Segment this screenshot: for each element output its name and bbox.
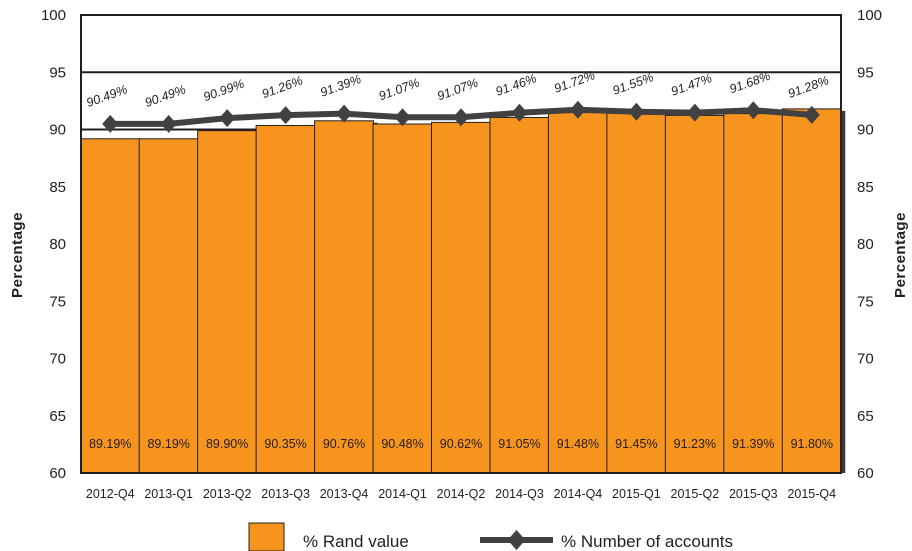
line-value-label: 91.39%: [318, 72, 363, 100]
x-tick-label: 2015-Q1: [612, 487, 661, 501]
bar-value-label: 91.80%: [791, 437, 833, 451]
line-marker: [686, 103, 703, 122]
x-tick-label: 2013-Q3: [261, 487, 310, 501]
bar: [489, 116, 550, 474]
line-value-label: 91.46%: [494, 71, 539, 99]
bar-value-label: 89.90%: [206, 437, 248, 451]
line-marker: [394, 108, 411, 127]
bar: [664, 114, 725, 474]
line-marker: [160, 114, 177, 133]
line-value-label: 90.99%: [201, 77, 246, 105]
line-value-label: 91.26%: [260, 73, 305, 101]
legend-label-number-of-accounts: % Number of accounts: [561, 532, 733, 551]
line-marker: [453, 108, 469, 127]
bar-value-label: 91.05%: [498, 437, 540, 451]
line-marker: [511, 103, 528, 122]
bar: [431, 121, 491, 474]
accounts-line: [102, 100, 820, 133]
line-value-label: 90.49%: [143, 82, 188, 110]
left-y-tick-label: 90: [49, 122, 66, 139]
bar: [197, 130, 258, 474]
bar-value-label: 91.48%: [557, 437, 599, 451]
right-y-tick-label: 70: [857, 351, 874, 368]
line-value-label: 90.49%: [85, 82, 130, 110]
bars: [80, 108, 846, 474]
bar: [547, 112, 608, 474]
left-y-tick-label: 75: [49, 293, 66, 310]
bar: [781, 108, 842, 474]
line-marker: [277, 106, 294, 125]
left-y-axis-label: Percentage: [9, 212, 26, 298]
left-y-axis-ticks: 60 65 70 75 80 85 90 95 100: [41, 7, 66, 482]
right-y-tick-label: 65: [857, 408, 874, 425]
line-value-label: 91.07%: [435, 76, 480, 104]
bar-value-label: 89.19%: [89, 437, 131, 451]
right-y-tick-label: 90: [857, 122, 874, 139]
bar: [80, 138, 141, 474]
x-tick-label: 2014-Q3: [495, 487, 544, 501]
x-tick-label: 2013-Q1: [144, 487, 193, 501]
legend-label-rand-value: % Rand value: [303, 532, 409, 551]
left-y-tick-label: 80: [49, 236, 66, 253]
x-tick-label: 2013-Q2: [203, 487, 252, 501]
bar-value-label: 91.45%: [615, 437, 657, 451]
line-marker: [102, 114, 119, 133]
line-marker: [219, 109, 236, 128]
left-y-tick-label: 60: [49, 465, 66, 482]
left-y-tick-label: 100: [41, 7, 66, 24]
bar: [372, 123, 433, 474]
bar-value-label: 90.76%: [323, 437, 365, 451]
bar: [606, 112, 667, 474]
right-y-tick-label: 80: [857, 236, 874, 253]
x-tick-label: 2015-Q2: [671, 487, 720, 501]
line-value-label: 91.47%: [669, 71, 714, 99]
left-y-tick-label: 70: [49, 351, 66, 368]
bar-value-label: 90.62%: [440, 437, 482, 451]
x-tick-label: 2014-Q1: [378, 487, 427, 501]
right-y-tick-label: 60: [857, 465, 874, 482]
bar: [138, 138, 199, 474]
bar: [314, 120, 375, 474]
bar-value-label: 89.19%: [147, 437, 189, 451]
line-value-label: 91.07%: [377, 76, 422, 104]
line-marker: [745, 101, 762, 120]
line-marker: [336, 104, 353, 123]
legend-swatch-rand-value: [248, 522, 285, 551]
line-value-label: 91.55%: [611, 70, 656, 98]
x-tick-label: 2014-Q4: [554, 487, 603, 501]
bar-value-label: 91.23%: [674, 437, 716, 451]
x-tick-label: 2015-Q3: [729, 487, 778, 501]
line-marker: [569, 100, 586, 119]
legend-marker-number-of-accounts: [507, 530, 526, 550]
bar-value-label: 91.39%: [732, 437, 774, 451]
line-marker: [803, 105, 820, 124]
left-y-tick-label: 95: [49, 64, 66, 81]
x-tick-label: 2013-Q4: [320, 487, 369, 501]
x-tick-label: 2012-Q4: [86, 487, 135, 501]
x-tick-label: 2015-Q4: [787, 487, 836, 501]
bar-value-label: 90.48%: [381, 437, 423, 451]
right-y-axis-ticks: 60 65 70 75 80 85 90 95 100: [857, 7, 882, 482]
plot-area-frame: [80, 14, 842, 474]
right-y-axis-label: Percentage: [892, 212, 909, 298]
right-y-tick-label: 100: [857, 7, 882, 24]
right-y-tick-label: 85: [857, 179, 874, 196]
line-value-label: 91.28%: [786, 73, 831, 101]
left-y-tick-label: 65: [49, 408, 66, 425]
x-tick-label: 2014-Q2: [437, 487, 486, 501]
right-y-tick-label: 75: [857, 293, 874, 310]
bar-labels: 89.19% 89.19% 89.90% 90.35% 90.76% 90.48% 90.6…: [89, 437, 833, 451]
legend: % Rand value % Number of accounts: [248, 522, 733, 551]
right-y-tick-label: 95: [857, 64, 874, 81]
bar: [723, 113, 784, 474]
bar: [255, 124, 316, 474]
x-axis-ticks: 2012-Q4 2013-Q1 2013-Q2 2013-Q3 2013-Q4 2014-…: [86, 487, 836, 501]
bar-value-label: 90.35%: [264, 437, 306, 451]
line-labels: 90.49% 90.49% 90.99% 91.26% 91.39% 91.07% 91.0…: [85, 68, 831, 110]
left-y-tick-label: 85: [49, 179, 66, 196]
line-marker: [628, 102, 645, 121]
